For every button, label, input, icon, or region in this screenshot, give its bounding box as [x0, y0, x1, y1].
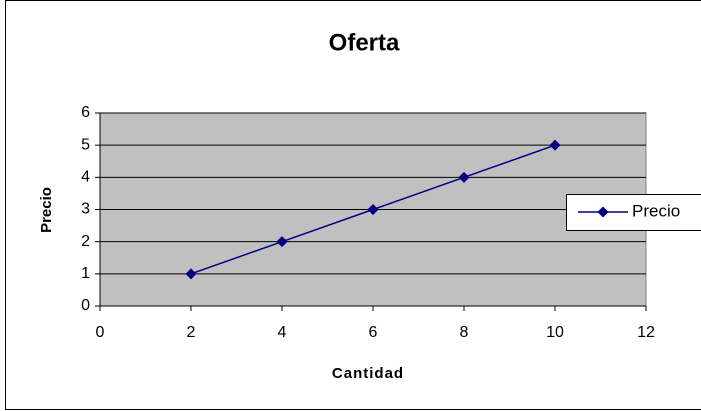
- y-tick-label: 6: [81, 104, 90, 121]
- x-tick-label: 6: [369, 324, 378, 341]
- y-tick-label: 5: [81, 136, 90, 153]
- x-tick-label: 12: [637, 324, 655, 341]
- x-axis-label: Cantidad: [332, 365, 404, 382]
- marker: [367, 204, 379, 215]
- y-tick-label: 4: [81, 169, 90, 186]
- x-tick-label: 0: [96, 324, 105, 341]
- marker: [458, 171, 470, 183]
- y-axis-label: Precio: [38, 187, 55, 233]
- y-tick-label: 0: [81, 297, 90, 314]
- x-tick-label: 8: [460, 324, 469, 341]
- legend-marker: [597, 206, 609, 218]
- marker: [276, 236, 288, 248]
- y-tick-label: 2: [81, 233, 90, 250]
- y-tick-label: 1: [81, 265, 90, 282]
- marker: [185, 268, 197, 280]
- y-tick-label: 3: [81, 201, 90, 218]
- x-tick-label: 10: [546, 324, 564, 341]
- x-tick-label: 4: [278, 324, 287, 341]
- legend-label: Precio: [632, 201, 680, 220]
- marker: [549, 139, 561, 151]
- chart-title: Oferta: [329, 29, 400, 56]
- x-tick-label: 2: [187, 324, 196, 341]
